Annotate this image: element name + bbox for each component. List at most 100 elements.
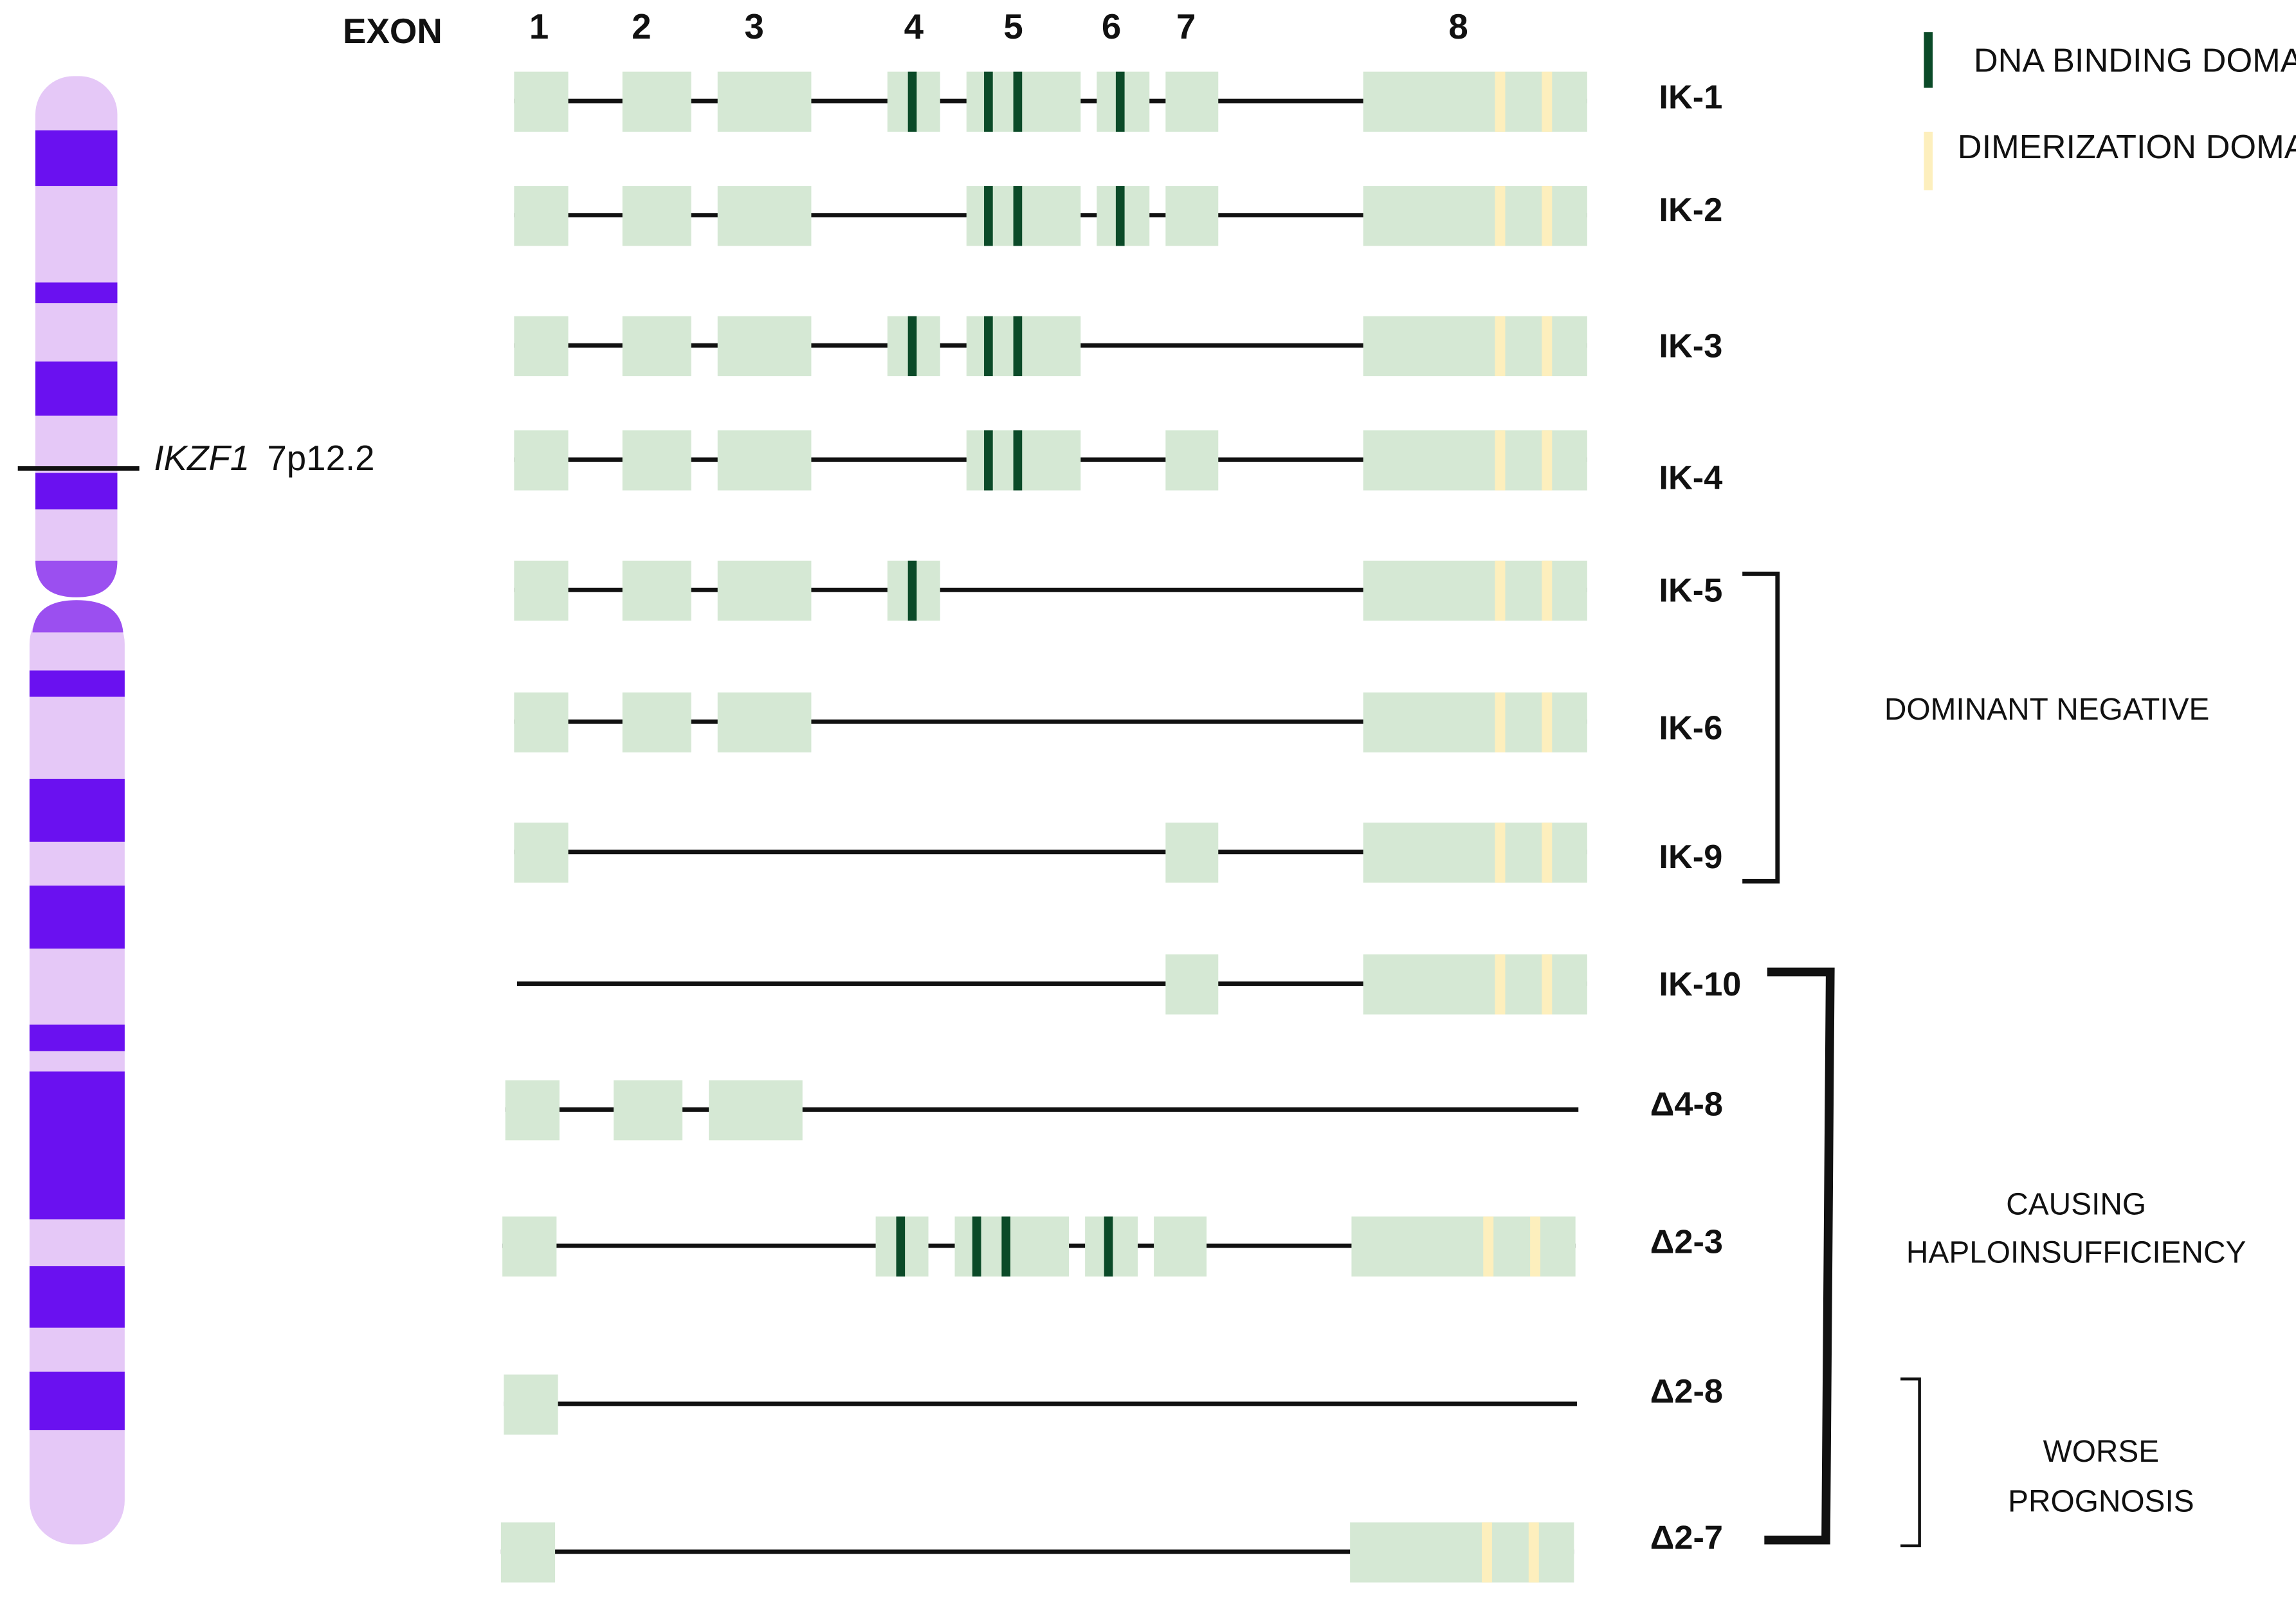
exon xyxy=(502,1216,557,1277)
exon xyxy=(622,316,691,377)
chromosome-band xyxy=(29,670,125,697)
group-label: CAUSING xyxy=(2006,1187,2146,1221)
dna-binding-domain xyxy=(984,316,993,377)
group-label: DOMINANT NEGATIVE xyxy=(1884,693,2209,727)
exon xyxy=(966,316,1081,377)
dimerization-domain xyxy=(1483,1216,1494,1277)
dimerization-domain xyxy=(1542,430,1553,491)
isoform-label: Δ2-7 xyxy=(1650,1519,1723,1556)
exon xyxy=(514,71,569,132)
dimerization-domain xyxy=(1542,823,1553,883)
isoform-label: IK-4 xyxy=(1659,459,1722,496)
exon xyxy=(514,560,569,621)
isoform: IK-4 xyxy=(514,430,1722,496)
dimerization-domain xyxy=(1542,316,1553,377)
dimerization-domain xyxy=(1542,560,1553,621)
isoform: IK-1 xyxy=(514,71,1722,132)
dimerization-domain xyxy=(1481,1522,1492,1583)
exon xyxy=(614,1080,683,1141)
band-name: 7p12.2 xyxy=(267,439,374,478)
dimerization-domain xyxy=(1528,1522,1539,1583)
isoform: IK-9 xyxy=(514,823,1722,883)
exon-number: 2 xyxy=(632,7,651,46)
exon xyxy=(717,316,812,377)
dna-binding-domain xyxy=(972,1216,981,1277)
bracket xyxy=(1900,1377,1921,1548)
exon xyxy=(717,692,812,753)
exon xyxy=(1351,1216,1576,1277)
legend-label: DNA BINDING DOMAINS xyxy=(1974,42,2296,80)
isoform-label: IK-3 xyxy=(1659,328,1722,365)
isoform-label: IK-10 xyxy=(1659,966,1741,1003)
dna-binding-domain xyxy=(907,71,917,132)
chromosome xyxy=(29,76,125,1545)
exon-number: 7 xyxy=(1176,7,1196,46)
chromosome-band xyxy=(29,1024,125,1051)
isoform-label: IK-9 xyxy=(1659,839,1722,876)
centromere xyxy=(35,560,118,597)
exon xyxy=(1165,430,1219,491)
exon-number: 5 xyxy=(1003,7,1023,46)
exon xyxy=(717,71,812,132)
exon xyxy=(1165,823,1219,883)
exon xyxy=(514,823,569,883)
dna-binding-domain xyxy=(984,430,993,491)
dna-binding-domain xyxy=(1001,1216,1011,1277)
dna-binding-domain xyxy=(984,186,993,246)
dimerization-domain xyxy=(1495,823,1506,883)
exon xyxy=(709,1080,803,1141)
exon xyxy=(1363,560,1587,621)
dimerization-domain xyxy=(1542,186,1553,246)
dna-binding-domain xyxy=(896,1216,906,1277)
exon-number: 6 xyxy=(1102,7,1121,46)
exon xyxy=(1165,186,1219,246)
exon xyxy=(514,316,569,377)
exon-number: 4 xyxy=(904,7,924,46)
exon xyxy=(500,1522,556,1583)
exon xyxy=(1363,186,1587,246)
dimerization-domain xyxy=(1542,71,1553,132)
exon xyxy=(1363,692,1587,753)
isoform: IK-5 xyxy=(514,560,1722,621)
chromosome-band xyxy=(35,473,118,510)
dna-binding-domain xyxy=(1013,186,1023,246)
exon xyxy=(1165,954,1219,1015)
exon xyxy=(717,560,812,621)
isoform: Δ2-7 xyxy=(500,1519,1723,1583)
dna-binding-domain xyxy=(1104,1216,1113,1277)
exon xyxy=(1363,71,1587,132)
locus-label: IKZF1 7p12.2 xyxy=(154,439,374,478)
dna-binding-domain xyxy=(907,316,917,377)
dna-binding-domain xyxy=(1013,316,1023,377)
exon-number: 3 xyxy=(744,7,763,46)
exon xyxy=(514,692,569,753)
gene-name: IKZF1 xyxy=(154,439,250,478)
chromosome-band xyxy=(29,778,125,842)
isoform-label: Δ4-8 xyxy=(1650,1086,1723,1123)
exon xyxy=(505,1080,560,1141)
isoform: Δ2-3 xyxy=(502,1216,1723,1277)
exon xyxy=(966,430,1081,491)
dimerization-domain xyxy=(1495,71,1506,132)
isoform: IK-3 xyxy=(514,316,1722,377)
dna-binding-domain xyxy=(984,71,993,132)
exon xyxy=(966,186,1081,246)
bracket xyxy=(1764,967,1835,1545)
dimerization-domain xyxy=(1495,430,1506,491)
exon xyxy=(954,1216,1070,1277)
dimerization-domain xyxy=(1542,954,1553,1015)
exon-number: 8 xyxy=(1448,7,1468,46)
dimerization-domain xyxy=(1495,316,1506,377)
dimerization-domain xyxy=(1495,186,1506,246)
exon xyxy=(717,430,812,491)
legend-label: DIMERIZATION DOMAINS xyxy=(1958,129,2296,166)
chromosome-band xyxy=(35,361,118,416)
isoform-label: IK-2 xyxy=(1659,192,1722,229)
group-label: PROGNOSIS xyxy=(2008,1484,2194,1518)
exon xyxy=(1154,1216,1207,1277)
group-label: WORSE xyxy=(2043,1435,2160,1469)
chromosome-band xyxy=(35,282,118,304)
exon xyxy=(622,692,691,753)
chromosome-band xyxy=(29,1266,125,1328)
